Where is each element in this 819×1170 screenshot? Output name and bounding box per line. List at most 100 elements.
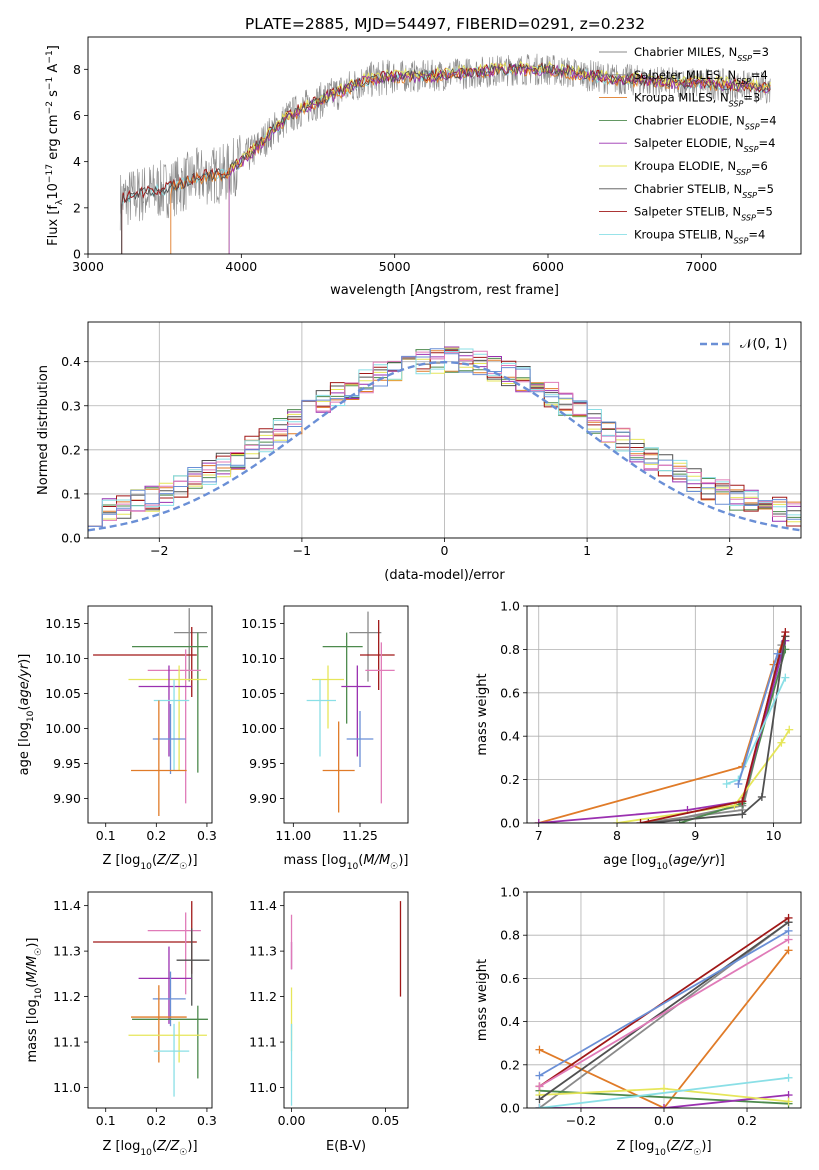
legend-label: Salpeter ELODIE, NSSP=4 (634, 136, 775, 154)
x-tick-label: 2 (726, 543, 734, 558)
y-tick-label: 0.1 (61, 486, 81, 501)
mass-weight-line (539, 938, 789, 1088)
y-tick-label: 4 (73, 154, 81, 169)
histogram-series (88, 348, 801, 527)
mass-weight-line (538, 640, 787, 823)
x-tick-label: 3000 (72, 259, 104, 274)
y-tick-label: 10.00 (241, 721, 277, 736)
axes-frame (526, 605, 802, 824)
mass-weight-vs-metallicity-panel: −0.2 0.0 0.2 0.0 0.2 0.4 0.6 0.8 1.0 mass weight Z… (475, 885, 802, 1158)
plot-area (93, 901, 210, 1097)
x-tick-label: −1 (293, 543, 311, 558)
mass-weight-line (539, 930, 789, 1077)
x-tick-label: 0 (441, 543, 449, 558)
y-tick-label: 11.3 (249, 944, 277, 959)
y-tick-label: 10.05 (241, 686, 277, 701)
plot-area (527, 892, 801, 1108)
y-tick-label: 0 (73, 247, 81, 262)
plot-area (119, 53, 771, 254)
plot-area (88, 322, 801, 538)
x-tick-label: 0.1 (96, 1113, 116, 1128)
y-tick-label: 0.2 (500, 772, 520, 787)
y-tick-label: 2 (73, 200, 81, 215)
x-tick-label: 0.2 (146, 1113, 166, 1128)
plot-area (290, 901, 402, 1106)
histogram-series (88, 350, 801, 527)
x-tick-label: 5000 (379, 259, 411, 274)
y-tick-label: 11.1 (249, 1035, 277, 1050)
x-axis-label: mass [log10(M/M☉)] (284, 853, 409, 872)
x-tick-label: 0.3 (197, 1113, 217, 1128)
y-axis-label: Flux [fλ10−17 erg cm−2 s−1 A−1] (45, 45, 65, 246)
y-axis-label: Normed distribution (36, 365, 51, 495)
y-tick-label: 10.10 (241, 651, 277, 666)
x-tick-label: −0.2 (566, 1113, 596, 1128)
mass-vs-ebv-panel: 0.00 0.05 11.0 11.1 11.2 11.3 11.4 E(B-V) (249, 891, 409, 1154)
normal-curve (88, 360, 801, 532)
x-axis-label: E(B-V) (326, 1139, 366, 1154)
y-tick-label: 11.0 (53, 1080, 81, 1095)
x-tick-label: 0.2 (737, 1113, 757, 1128)
x-tick-label: 0.0 (654, 1113, 674, 1128)
legend-label: Salpeter STELIB, NSSP=5 (634, 205, 773, 223)
y-tick-label: 11.4 (249, 898, 277, 913)
x-axis-label: wavelength [Angstrom, rest frame] (330, 283, 559, 298)
y-tick-label: 0.2 (500, 1057, 520, 1072)
y-tick-label: 0.4 (500, 729, 520, 744)
y-axis-label: age [log10(age/yr)] (17, 654, 36, 776)
mass-weight-line (538, 921, 790, 1108)
x-tick-label: 0.1 (96, 828, 116, 843)
y-tick-label: 0.8 (500, 642, 520, 657)
x-tick-label: −2 (150, 543, 168, 558)
y-tick-label: 0.4 (500, 1014, 520, 1029)
x-tick-label: 6000 (532, 259, 564, 274)
mass-weight-vs-age-panel: 7 8 9 10 0.0 0.2 0.4 0.6 0.8 1.0 mass weight age [l… (475, 599, 802, 872)
legend-label: Chabrier ELODIE, NSSP=4 (634, 113, 777, 130)
y-tick-label: 0.4 (61, 354, 81, 369)
x-tick-label: 0.05 (372, 1113, 400, 1128)
y-tick-label: 1.0 (500, 599, 520, 614)
x-tick-label: 7 (535, 828, 543, 843)
legend-label: 𝒩(0, 1) (740, 337, 787, 352)
axes-frame (283, 605, 409, 824)
plot-area (93, 608, 208, 816)
x-axis-label: Z [log10(Z/Z☉)] (102, 853, 197, 872)
y-tick-label: 11.2 (53, 989, 81, 1004)
y-tick-label: 0.0 (61, 531, 81, 546)
x-tick-label: 7000 (685, 259, 717, 274)
x-tick-label: 10 (766, 828, 782, 843)
y-tick-label: 11.2 (249, 989, 277, 1004)
x-tick-label: 11.00 (275, 828, 311, 843)
y-tick-label: 11.3 (53, 944, 81, 959)
legend-label: Salpeter MILES, NSSP=4 (634, 68, 768, 86)
y-tick-label: 0.0 (500, 1101, 520, 1116)
y-tick-label: 9.90 (53, 791, 81, 806)
y-tick-label: 10.05 (45, 686, 81, 701)
legend-label: Kroupa MILES, NSSP=3 (634, 91, 760, 109)
spectrum-panel: 3000 4000 5000 6000 7000 0 2 4 6 8 wavelength [Ang… (45, 36, 802, 298)
y-tick-label: 0.0 (500, 816, 520, 831)
mass-weight-line (616, 729, 791, 823)
y-tick-label: 8 (73, 62, 81, 77)
y-tick-label: 6 (73, 108, 81, 123)
mass-weight-line (539, 1076, 789, 1108)
residuals-panel: −2 −1 0 1 2 0.0 0.1 0.2 0.3 0.4 (data-model)/error… (36, 321, 802, 583)
x-tick-label: 4000 (225, 259, 257, 274)
x-axis-label: (data-model)/error (384, 568, 505, 583)
x-tick-label: 11.25 (342, 828, 378, 843)
x-tick-label: 1 (583, 543, 591, 558)
mass-weight-line (737, 653, 779, 785)
x-axis-label: Z [log10(Z/Z☉)] (102, 1139, 197, 1158)
y-tick-label: 9.90 (249, 791, 277, 806)
y-tick-label: 9.95 (53, 756, 81, 771)
x-tick-label: 9 (691, 828, 699, 843)
age-vs-mass-panel: 11.00 11.25 9.90 9.95 10.00 10.05 10.10 10.15 ma… (241, 605, 409, 872)
axes-frame (87, 36, 802, 255)
figure-title: PLATE=2885, MJD=54497, FIBERID=0291, z=0… (245, 15, 645, 33)
spectrum-data-line (119, 53, 771, 231)
y-tick-label: 0.6 (500, 685, 520, 700)
mass-weight-line (539, 1094, 789, 1108)
x-axis-label: Z [log10(Z/Z☉)] (616, 1139, 711, 1158)
mass-weight-line (538, 921, 790, 1101)
y-axis-label: mass [log10(M/M☉)] (25, 938, 44, 1063)
